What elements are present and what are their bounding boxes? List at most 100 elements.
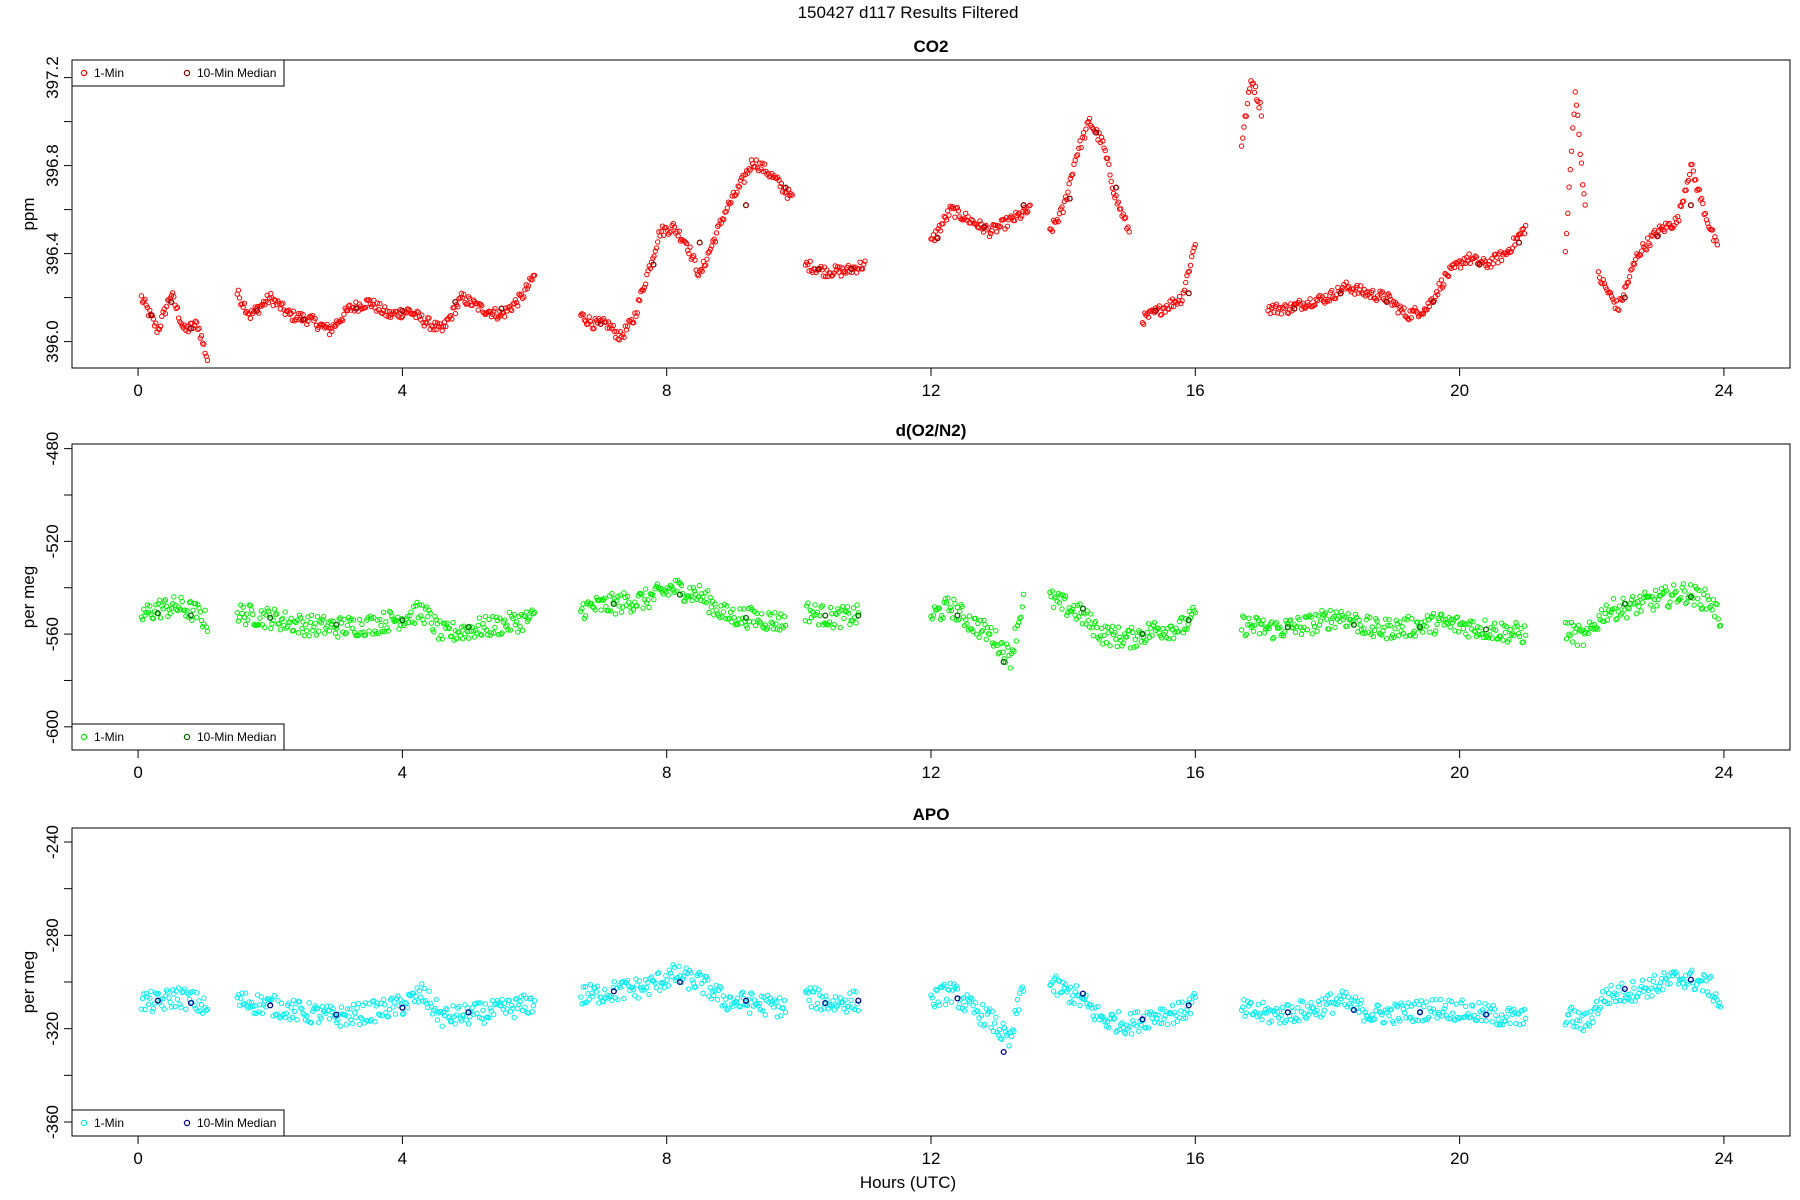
data-point: [1345, 611, 1351, 617]
data-point: [861, 261, 867, 267]
data-point: [989, 1008, 995, 1015]
data-point: [831, 621, 837, 628]
data-point: [769, 620, 776, 627]
data-point: [1187, 262, 1194, 269]
data-point: [452, 1021, 459, 1027]
data-point: [653, 985, 659, 991]
data-point: [634, 603, 640, 609]
data-point: [1471, 628, 1477, 634]
data-point: [744, 625, 750, 631]
data-point: [1427, 629, 1433, 635]
data-point: [1607, 1000, 1613, 1006]
data-point: [162, 597, 169, 603]
data-point: [837, 624, 843, 631]
data-point: [1664, 224, 1670, 230]
median-point: [848, 265, 855, 273]
data-point: [1590, 1019, 1596, 1026]
data-point: [443, 1005, 449, 1012]
data-point: [1003, 641, 1010, 647]
data-point: [1071, 602, 1077, 609]
data-point: [1634, 598, 1641, 605]
data-point: [1644, 235, 1651, 241]
y-tick-label: 396.4: [43, 232, 62, 275]
data-point: [139, 616, 146, 623]
data-point: [1170, 635, 1177, 641]
data-point: [1277, 304, 1283, 311]
data-point: [432, 319, 438, 325]
data-point: [1470, 618, 1476, 625]
data-point: [1246, 1003, 1252, 1009]
data-point: [635, 995, 641, 1001]
data-point: [1079, 620, 1086, 627]
data-point: [1628, 597, 1635, 603]
data-point: [936, 605, 943, 611]
data-point: [1186, 268, 1193, 274]
y-tick-label: -240: [43, 825, 62, 859]
data-point: [487, 632, 493, 639]
data-point: [258, 994, 264, 1000]
data-point: [1711, 613, 1718, 620]
data-point: [1272, 621, 1278, 627]
data-point: [1598, 607, 1605, 613]
data-point: [500, 1006, 507, 1013]
data-point: [750, 619, 756, 625]
data-point: [239, 990, 245, 996]
data-point: [413, 993, 419, 1000]
data-point: [757, 160, 763, 166]
data-point: [853, 620, 859, 626]
data-point: [491, 308, 497, 314]
data-point: [504, 622, 510, 628]
data-point: [524, 285, 531, 292]
data-point: [1174, 301, 1180, 307]
data-point: [1121, 215, 1128, 222]
data-point: [706, 249, 713, 255]
data-point: [972, 1000, 979, 1006]
data-point: [1574, 1017, 1581, 1023]
median-point: [1482, 1011, 1490, 1018]
data-point: [705, 250, 711, 256]
data-point: [1341, 614, 1348, 620]
data-point: [1294, 623, 1300, 630]
median-point: [353, 305, 360, 312]
data-point: [645, 597, 651, 603]
data-point: [1681, 588, 1688, 594]
data-point: [1124, 634, 1130, 640]
data-point: [1498, 257, 1505, 264]
data-point: [404, 613, 411, 620]
data-point: [711, 236, 717, 242]
data-point: [1686, 971, 1693, 977]
data-point: [141, 991, 147, 997]
y-tick-label: 397.2: [43, 56, 62, 99]
median-point: [1000, 658, 1007, 665]
data-point: [1256, 630, 1263, 637]
data-point: [1434, 1015, 1440, 1021]
data-point: [987, 631, 993, 637]
median-point: [782, 184, 789, 191]
data-point: [1394, 1004, 1401, 1010]
data-point: [1277, 624, 1283, 631]
data-point: [259, 1010, 266, 1017]
data-point: [203, 1007, 209, 1014]
data-point: [240, 604, 246, 610]
data-point: [1493, 1012, 1499, 1019]
data-point: [1704, 989, 1711, 995]
data-point: [433, 996, 439, 1003]
data-point: [1633, 610, 1640, 617]
y-tick-label: -480: [43, 432, 62, 466]
data-point: [774, 1014, 780, 1020]
data-point: [1519, 226, 1525, 233]
data-point: [614, 328, 620, 335]
data-point: [673, 588, 680, 594]
data-point: [1295, 1005, 1301, 1011]
data-point: [1589, 1015, 1595, 1021]
data-point: [1006, 1043, 1012, 1049]
data-point: [286, 1000, 292, 1006]
data-point: [1628, 998, 1635, 1004]
data-point: [434, 320, 441, 326]
data-point: [1300, 998, 1306, 1005]
data-point: [298, 615, 304, 621]
data-point: [1251, 89, 1258, 96]
data-point: [1116, 634, 1123, 640]
data-point: [325, 325, 332, 331]
data-point: [756, 1000, 762, 1007]
